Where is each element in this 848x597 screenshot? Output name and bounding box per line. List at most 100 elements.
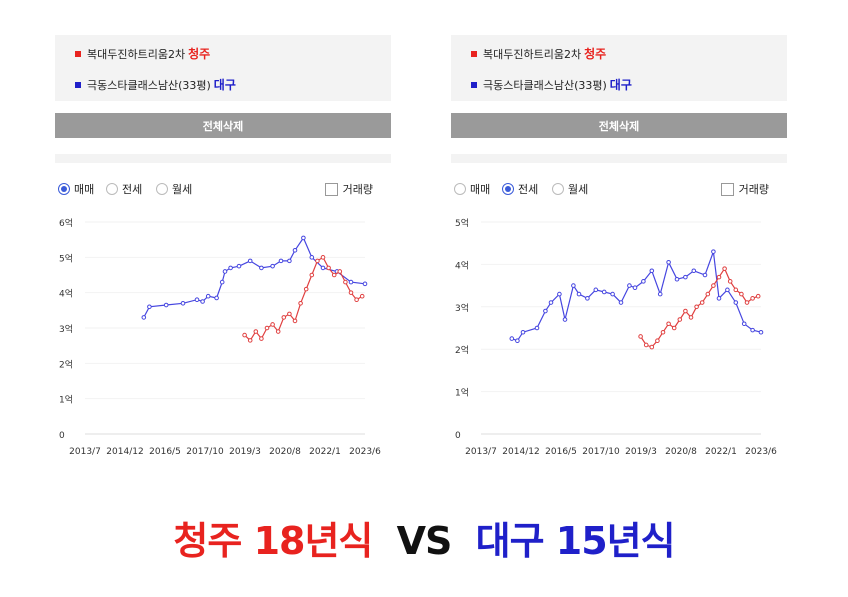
data-point [147, 304, 152, 310]
data-point [741, 321, 747, 327]
legend-item-cheongju[interactable]: 복대두진하트리움2차 청주 [471, 45, 606, 62]
data-point [585, 296, 590, 301]
radio-dot-icon [58, 183, 70, 195]
y-tick-label: 0 [455, 431, 461, 441]
data-point [638, 334, 643, 339]
data-point [315, 258, 320, 264]
delete-all-button[interactable]: 전체삭제 [55, 113, 391, 138]
legend-item-daegu[interactable]: 극동스타클래스남산(33평) 대구 [471, 76, 632, 93]
volume-checkbox[interactable]: 거래량 [324, 181, 373, 197]
x-tick-label: 2016/5 [545, 447, 577, 457]
data-point [557, 291, 562, 297]
data-point [683, 308, 688, 314]
radio-sale[interactable]: 매매 [58, 181, 94, 197]
data-point [348, 290, 354, 295]
radio-dot-icon [106, 183, 118, 195]
y-tick-label: 1억 [455, 387, 469, 399]
y-tick-label: 5억 [59, 252, 73, 264]
data-point [727, 279, 733, 284]
data-point [205, 293, 211, 299]
data-point [242, 332, 247, 338]
checkbox-box-icon [324, 182, 338, 196]
radio-label: 매매 [470, 183, 491, 196]
data-point [287, 258, 292, 264]
data-point [548, 300, 554, 305]
x-tick-label: 2019/3 [229, 447, 261, 457]
volume-checkbox[interactable]: 거래량 [720, 181, 769, 197]
data-point [278, 258, 284, 264]
radio-monthly[interactable]: 월세 [552, 181, 588, 197]
x-tick-label: 2019/3 [625, 447, 657, 457]
data-point [755, 293, 761, 299]
data-point [270, 322, 275, 327]
radio-dot-icon [454, 183, 466, 195]
data-point [702, 272, 708, 278]
legend-city: 대구 [213, 78, 236, 92]
data-point [326, 265, 331, 271]
legend-item-cheongju[interactable]: 복대두진하트리움2차 청주 [75, 45, 210, 62]
data-point [264, 325, 270, 331]
data-point [200, 299, 205, 304]
legend-label: 극동스타클래스남산(33평) [483, 78, 607, 92]
y-tick-label: 4억 [455, 259, 469, 271]
data-point [694, 304, 699, 310]
x-tick-label: 2023/6 [745, 447, 777, 457]
series-line-청주 [244, 256, 363, 342]
divider [55, 154, 391, 163]
data-point [593, 287, 599, 293]
data-point [691, 268, 697, 274]
data-point [711, 283, 716, 288]
radio-monthly[interactable]: 월세 [156, 181, 192, 197]
legend-item-daegu[interactable]: 극동스타클래스남산(33평) 대구 [75, 76, 236, 93]
data-point [194, 297, 200, 303]
data-point [515, 338, 520, 344]
data-point [180, 300, 186, 306]
legend-swatch-red [75, 50, 81, 57]
radio-label: 월세 [172, 183, 193, 196]
legend-swatch-blue [471, 81, 477, 88]
data-point [247, 338, 253, 343]
data-point [666, 259, 671, 265]
y-tick-label: 6억 [59, 217, 73, 229]
data-point [163, 302, 169, 308]
radio-jeonse[interactable]: 전세 [106, 181, 142, 197]
data-point [649, 268, 655, 274]
legend-swatch-blue [75, 81, 81, 88]
data-point [214, 295, 219, 301]
radio-dot-icon [156, 183, 168, 195]
checkbox-box-icon [720, 182, 734, 196]
data-point [301, 235, 306, 241]
data-point [683, 274, 688, 280]
series-line-청주 [640, 267, 759, 348]
data-point [259, 265, 264, 271]
data-point [303, 286, 309, 292]
data-point [281, 315, 287, 320]
data-point [520, 329, 526, 335]
delete-all-button[interactable]: 전체삭제 [451, 113, 787, 138]
x-tick-label: 2020/8 [269, 447, 301, 457]
checkbox-label: 거래량 [738, 183, 769, 196]
data-point [359, 293, 365, 299]
data-point [744, 300, 750, 305]
data-point [320, 265, 326, 271]
data-point [228, 265, 233, 271]
x-tick-label: 2020/8 [665, 447, 697, 457]
radio-label: 전세 [518, 183, 539, 196]
radio-sale[interactable]: 매매 [454, 181, 490, 197]
radio-jeonse[interactable]: 전세 [502, 181, 538, 197]
data-point [247, 258, 253, 264]
data-point [236, 263, 242, 269]
data-point [287, 311, 292, 317]
x-tick-label: 2022/1 [309, 447, 341, 457]
data-point [711, 249, 716, 254]
data-point [655, 338, 660, 344]
data-point [627, 283, 632, 288]
legend-box: 복대두진하트리움2차 청주 극동스타클래스남산(33평) 대구 [451, 35, 787, 101]
legend-label: 복대두진하트리움2차 [87, 47, 186, 61]
price-chart-right: 0 1억 2억 3억 4억 5억 2013/7 2014/12 2016/5 2017/10 201… [455, 217, 777, 457]
x-tick-label: 2014/12 [106, 447, 143, 457]
legend-city: 대구 [609, 78, 632, 92]
data-point [618, 300, 624, 305]
data-point [222, 269, 228, 274]
chart-panel-right: 복대두진하트리움2차 청주 극동스타클래스남산(33평) 대구 전체삭제 매매 … [451, 35, 787, 457]
